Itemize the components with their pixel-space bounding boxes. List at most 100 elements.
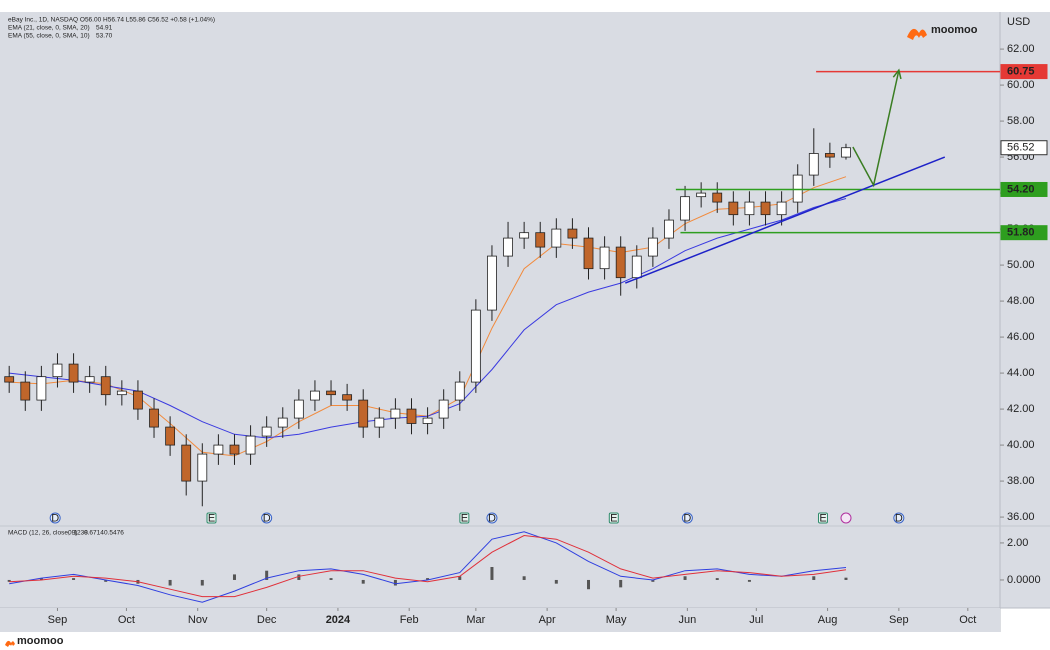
logo: moomoo: [907, 24, 978, 40]
candle: [664, 209, 674, 249]
x-tick-label: Sep: [889, 614, 909, 626]
event-label: D: [895, 512, 903, 524]
histogram-bar: [168, 579, 172, 586]
event-badge: [49, 512, 61, 524]
candle-body: [261, 426, 272, 437]
histogram-bar: [683, 576, 687, 580]
indicator-value: 0.6714: [84, 530, 104, 537]
event-marker: E: [206, 512, 217, 524]
legend-value: 53.70: [96, 33, 113, 40]
candle: [728, 191, 739, 226]
macd-line: [9, 531, 847, 603]
event-label: E: [819, 512, 826, 524]
candle: [358, 389, 369, 438]
candle-body: [310, 390, 320, 401]
candle-body: [149, 408, 159, 428]
candle: [165, 416, 176, 456]
histogram-bar: [619, 579, 623, 588]
histogram-bar: [812, 576, 816, 580]
candle: [503, 221, 513, 267]
trendline: [625, 156, 946, 284]
y-tick-label: 44.00: [1007, 367, 1035, 379]
arrow-head: [892, 68, 902, 80]
arrow: [852, 69, 900, 188]
histogram-bar: [747, 579, 751, 582]
candle: [84, 365, 95, 393]
histogram-bar: [458, 576, 462, 580]
legend-name: EMA (55, close, 0, SMA, 10): [8, 33, 90, 40]
candle: [181, 434, 192, 496]
candle: [52, 353, 63, 388]
candle: [824, 142, 835, 168]
event-marker: E: [459, 512, 470, 524]
currency: USD: [1007, 16, 1030, 28]
event-label: E: [610, 512, 617, 524]
histogram-bar: [297, 574, 301, 580]
y-tick-label: 58.00: [1007, 115, 1035, 127]
candle: [261, 416, 272, 447]
x-tick-label: Sep: [48, 614, 68, 626]
price-tag-label: 56.52: [1007, 142, 1035, 154]
histogram-bar: [715, 578, 719, 580]
candle: [487, 245, 497, 321]
candle: [229, 434, 240, 465]
y-tick-label: 62.00: [1007, 43, 1035, 55]
candle: [310, 380, 320, 411]
candle-body: [438, 399, 449, 419]
candle-body: [664, 219, 674, 239]
candle: [454, 371, 465, 411]
candle-body: [390, 408, 401, 419]
candle: [277, 407, 288, 438]
event-badge: [486, 512, 498, 524]
candle-body: [615, 246, 626, 279]
event-badge: [206, 512, 217, 524]
candle-body: [100, 376, 111, 396]
candle: [4, 365, 15, 393]
y-tick-label: 36.00: [1007, 511, 1035, 523]
candle: [20, 371, 31, 411]
y-tick-label: 0.0000: [1007, 574, 1041, 586]
event-marker: D: [681, 512, 693, 524]
candle-body: [551, 228, 562, 248]
histogram-bar: [844, 577, 848, 580]
candle-body: [374, 417, 385, 428]
candle-body: [133, 390, 143, 410]
event-marker: D: [893, 512, 905, 524]
indicator-value: 0.1238: [68, 530, 88, 537]
candle-body: [567, 228, 578, 239]
candle: [760, 191, 771, 226]
brand: moomoo: [17, 635, 64, 647]
histogram-bar: [393, 579, 397, 586]
axis-background: [1000, 12, 1050, 608]
event-marker: D: [49, 512, 61, 524]
event-badge: [459, 512, 470, 524]
candle-body: [487, 255, 497, 311]
x-tick-label: 2024: [326, 614, 351, 626]
y-tick-label: 60.00: [1007, 79, 1035, 91]
candle: [213, 434, 224, 465]
candle: [293, 389, 304, 429]
event-badge: [817, 512, 828, 524]
event-badge: [681, 512, 693, 524]
candle: [519, 221, 530, 249]
candle-body: [20, 381, 31, 401]
candle-body: [84, 376, 95, 383]
event-badge: [893, 512, 905, 524]
histogram-bar: [265, 570, 269, 580]
brand: moomoo: [931, 24, 978, 36]
candle: [712, 182, 723, 213]
x-tick-label: Mar: [466, 614, 485, 626]
candle-body: [599, 246, 610, 270]
candle: [374, 407, 385, 438]
indicator-value: 0.5476: [104, 530, 124, 537]
candle: [438, 389, 449, 429]
legend-value: 54.91: [96, 25, 113, 32]
candle: [133, 380, 143, 420]
candle-body: [744, 201, 755, 216]
candle-body: [36, 376, 47, 401]
candle-body: [245, 435, 256, 455]
histogram-bar: [72, 578, 76, 580]
histogram-bar: [522, 576, 526, 580]
candle: [406, 398, 417, 435]
